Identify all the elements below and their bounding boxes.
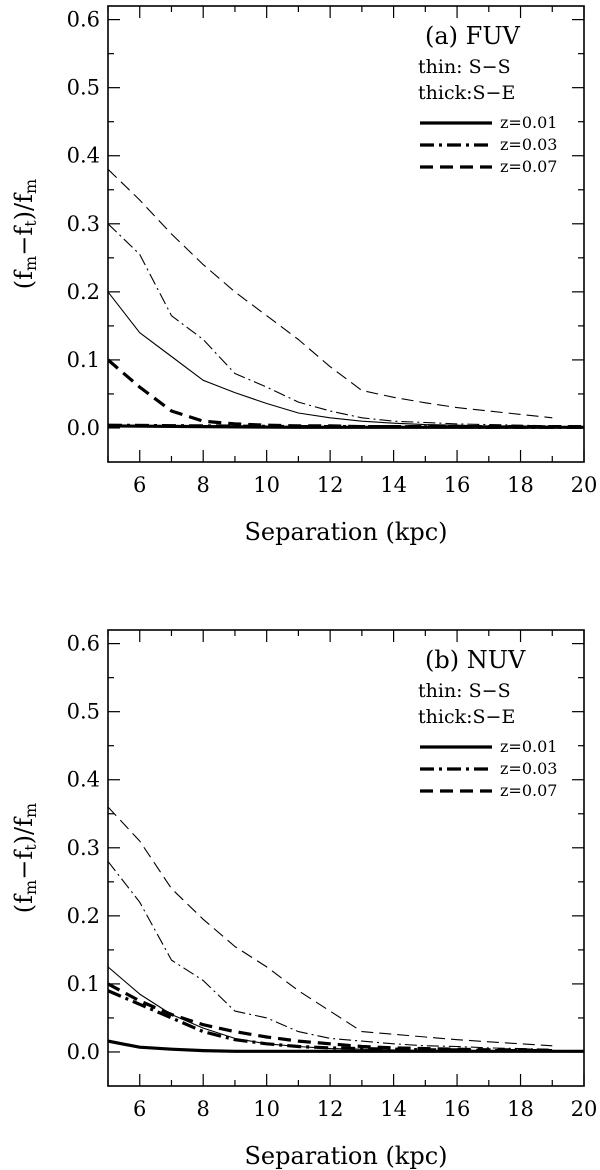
- series-line-thin-z0.03: [108, 861, 553, 1050]
- y-tick-label: 0.0: [67, 1040, 100, 1064]
- y-tick-label: 0.6: [67, 632, 100, 656]
- plot-frame: [107, 5, 585, 463]
- panel-title: (a) FUV: [425, 22, 521, 50]
- legend-note: thick:S−E: [418, 82, 515, 104]
- legend-label: z=0.03: [500, 135, 557, 154]
- x-tick-label: 6: [133, 473, 146, 497]
- x-tick-label: 14: [380, 473, 407, 497]
- panel-title: (b) NUV: [425, 646, 526, 674]
- legend-note: thick:S−E: [418, 706, 515, 728]
- chart-panel-nuv: 6 8 10 12 14 16 18 20 0.0 0.1 0.2 0.3 0.4 0.5 0.6 Separ…: [10, 629, 598, 1170]
- y-tick-label: 0.5: [67, 76, 100, 100]
- y-tick-label: 0.4: [67, 144, 100, 168]
- x-tick-label: 18: [507, 1097, 534, 1121]
- legend-label: z=0.01: [500, 113, 557, 132]
- series-line-thin-z0.03: [108, 223, 553, 427]
- y-tick-label: 0.2: [67, 904, 100, 928]
- y-tick-label: 0.0: [67, 416, 100, 440]
- x-tick-label: 6: [133, 1097, 146, 1121]
- legend-label: z=0.01: [500, 737, 557, 756]
- y-tick-label: 0.3: [67, 836, 100, 860]
- legend-label: z=0.03: [500, 759, 557, 778]
- plot-frame: [107, 629, 585, 1087]
- x-tick-label: 10: [253, 473, 280, 497]
- x-axis-label: Separation (kpc): [244, 518, 447, 546]
- x-tick-label: 16: [444, 1097, 471, 1121]
- x-tick-label: 20: [571, 1097, 598, 1121]
- chart-panel-fuv: 6 8 10 12 14 16 18 20 0.0 0.1 0.2 0.3 0.4 0.5 0.6 Separ…: [10, 5, 598, 546]
- legend-note: thin: S−S: [418, 56, 511, 78]
- x-tick-label: 12: [317, 473, 344, 497]
- y-tick-label: 0.3: [67, 212, 100, 236]
- y-axis-label: (fm−ft)/fm: [10, 179, 40, 289]
- series-line-thin-z0.07: [108, 168, 553, 419]
- x-tick-label: 12: [317, 1097, 344, 1121]
- x-tick-label: 14: [380, 1097, 407, 1121]
- series-line-thick-z0.07: [108, 982, 553, 1053]
- x-tick-label: 16: [444, 473, 471, 497]
- y-tick-label: 0.1: [67, 972, 100, 996]
- x-tick-label: 8: [197, 1097, 210, 1121]
- series-line-thick-z0.01: [108, 424, 584, 429]
- y-tick-label: 0.2: [67, 280, 100, 304]
- x-tick-label: 20: [571, 473, 598, 497]
- x-axis-label: Separation (kpc): [244, 1142, 447, 1170]
- legend-note: thin: S−S: [418, 680, 511, 702]
- y-tick-label: 0.6: [67, 8, 100, 32]
- x-tick-label: 18: [507, 473, 534, 497]
- y-tick-label: 0.1: [67, 348, 100, 372]
- y-tick-label: 0.5: [67, 700, 100, 724]
- legend-label: z=0.07: [500, 157, 557, 176]
- x-tick-label: 8: [197, 473, 210, 497]
- series-line-thin-z0.07: [108, 806, 553, 1047]
- y-tick-label: 0.4: [67, 768, 100, 792]
- x-tick-label: 10: [253, 1097, 280, 1121]
- legend-label: z=0.07: [500, 781, 557, 800]
- y-axis-label: (fm−ft)/fm: [10, 803, 40, 913]
